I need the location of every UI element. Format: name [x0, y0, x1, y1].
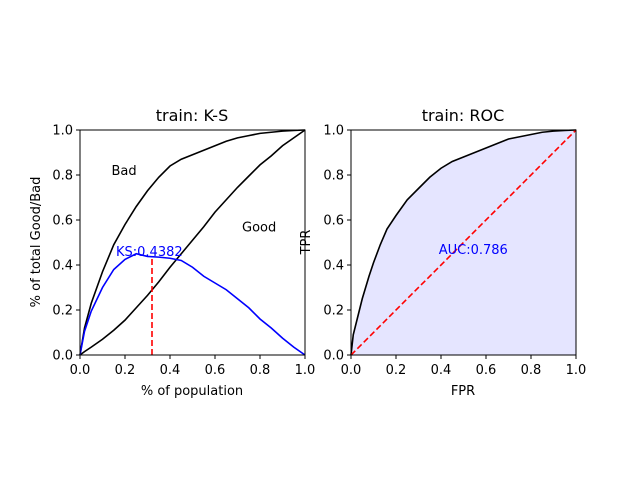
roc-y-tick-label: 0.0 [323, 349, 344, 364]
ks-x-tick-label: 0.8 [250, 363, 271, 378]
roc-chart: train: ROC AUC:0.786 0.0 0.2 0.4 0.6 0.8… [299, 106, 586, 399]
roc-x-tick-label: 1.0 [566, 363, 587, 378]
ks-y-tick-label: 0.4 [52, 259, 73, 274]
roc-x-tick-label: 0.0 [341, 363, 362, 378]
roc-plot-frame [350, 129, 577, 356]
ks-y-tick-label: 1.0 [52, 124, 73, 139]
ks-bad-label: Bad [112, 164, 137, 179]
ks-y-axis-label: % of total Good/Bad [29, 177, 44, 308]
roc-x-tick-label: 0.2 [386, 363, 407, 378]
ks-good-label: Good [242, 220, 276, 235]
roc-y-tick-label: 0.2 [323, 304, 344, 319]
ks-x-tick-label: 0.4 [160, 363, 181, 378]
roc-y-tick-label: 0.6 [323, 214, 344, 229]
roc-series-line-1 [350, 129, 577, 356]
roc-x-tick-label: 0.8 [521, 363, 542, 378]
roc-x-tick-label: 0.4 [431, 363, 452, 378]
ks-y-tick-label: 0.6 [52, 214, 73, 229]
ks-value-label: KS:0.4382 [116, 245, 183, 260]
roc-y-tick-label: 0.4 [323, 259, 344, 274]
ks-y-tick-label: 0.0 [52, 349, 73, 364]
ks-chart: train: K-S Bad Good KS:0.4382 0.0 0.2 0.… [29, 106, 315, 399]
ks-plot-frame [79, 129, 306, 356]
ks-chart-title: train: K-S [156, 106, 228, 125]
roc-y-tick-label: 1.0 [323, 124, 344, 139]
roc-series-line-0 [350, 129, 577, 356]
ks-series-line-2 [79, 252, 306, 356]
roc-x-tick-label: 0.6 [476, 363, 497, 378]
ks-y-tick-label: 0.8 [52, 169, 73, 184]
ks-y-tick-label: 0.2 [52, 304, 73, 319]
roc-y-tick-label: 0.8 [323, 169, 344, 184]
roc-auc-label: AUC:0.786 [439, 243, 508, 258]
ks-x-tick-label: 0.6 [205, 363, 226, 378]
ks-x-tick-label: 0.2 [115, 363, 136, 378]
ks-x-tick-label: 1.0 [295, 363, 316, 378]
roc-y-axis-label: TPR [299, 230, 314, 256]
ks-plot-area [80, 130, 305, 355]
roc-chart-title: train: ROC [422, 106, 505, 125]
ks-x-axis-label: % of population [141, 384, 243, 399]
ks-series-line-1 [79, 129, 306, 356]
ks-x-tick-label: 0.0 [70, 363, 91, 378]
ks-series-line-0 [79, 129, 306, 356]
roc-x-axis-label: FPR [451, 384, 475, 399]
